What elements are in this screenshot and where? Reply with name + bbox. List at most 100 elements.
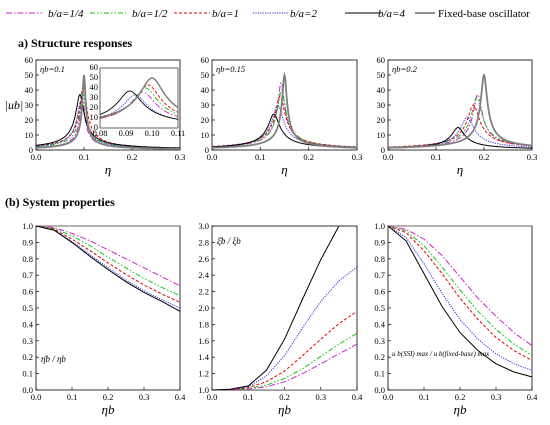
y-axis-label: |ub| xyxy=(5,98,24,112)
panel-a1: 0.0 0.1 0.2 0.30102030405060ηb=0.1η|ub|0.08… xyxy=(5,55,186,177)
x-tick-label: 0.2 xyxy=(455,392,466,402)
y-tick-label: 0.6 xyxy=(22,287,33,297)
x-tick-label: 0.2 xyxy=(279,392,290,402)
y-tick-label: 0 xyxy=(205,145,209,155)
y-tick-label: 0.4 xyxy=(22,319,33,329)
x-tick-label: 0.2 xyxy=(103,392,114,402)
inset-series-line-4 xyxy=(100,90,178,120)
legend-label-1: b/a=1/2 xyxy=(132,8,168,20)
series-line-2 xyxy=(388,225,532,361)
series-line-1 xyxy=(388,96,532,148)
plot-frame xyxy=(387,225,533,391)
x-tick-label: 0.2 xyxy=(127,152,138,162)
y-tick-label: 20 xyxy=(377,115,386,125)
y-tick-label: 2.0 xyxy=(198,303,209,313)
y-tick-label: 0.4 xyxy=(374,319,385,329)
y-tick-label: 0.5 xyxy=(22,303,33,313)
x-tick-label: 0.1 xyxy=(255,152,266,162)
series-line-3 xyxy=(36,225,180,309)
y-tick-label: 2.8 xyxy=(198,237,209,247)
inset-series-line-1 xyxy=(100,87,178,119)
y-axis-label: η̄b / ηb xyxy=(41,354,66,364)
x-axis-label: ηb xyxy=(102,402,115,417)
x-tick-label: 0.1 xyxy=(419,392,430,402)
y-tick-label: 50 xyxy=(377,70,386,80)
series-line-2 xyxy=(36,225,180,303)
panel-b2: 0.0 0.1 0.2 0.3 0.4 1.0 1.2 1.4 1.6 1.8 2.0 2.2 2.4 2… xyxy=(198,221,363,417)
series-line-4 xyxy=(212,113,357,149)
y-tick-label: 1.4 xyxy=(198,352,209,362)
section-a-title: a) Structure responses xyxy=(18,36,133,50)
y-tick-label: 3.0 xyxy=(198,221,209,231)
y-tick-label: 0.9 xyxy=(22,237,33,247)
inset-curves xyxy=(100,77,178,120)
legend-label-5: Fixed-base oscillator xyxy=(438,8,530,20)
y-tick-label: 50 xyxy=(201,70,210,80)
y-tick-label: 30 xyxy=(201,100,210,110)
series-line-4 xyxy=(212,225,340,390)
y-tick-label: 30 xyxy=(25,100,34,110)
y-tick-label: 40 xyxy=(201,85,210,95)
series-line-5 xyxy=(388,72,532,149)
y-tick-label: 60 xyxy=(377,55,386,65)
y-tick-label: 1.0 xyxy=(22,221,33,231)
y-axis-label: u b(SSI) max / u b(fixed-base) max xyxy=(392,350,490,358)
y-tick-label: 20 xyxy=(201,115,210,125)
y-tick-label: 0.8 xyxy=(374,254,385,264)
x-tick-label: 0.1 xyxy=(243,392,254,402)
panel-annotation: ηb=0.1 xyxy=(40,64,65,74)
x-axis-label: η xyxy=(105,162,111,177)
panel-annotation: ηb=0.2 xyxy=(392,64,418,74)
y-tick-label: 10 xyxy=(25,130,34,140)
y-tick-label: 60 xyxy=(25,55,34,65)
y-tick-label: 10 xyxy=(201,130,210,140)
inset-frame xyxy=(99,67,179,129)
series-line-2 xyxy=(212,310,357,390)
plot-frame xyxy=(211,225,358,391)
curves xyxy=(36,74,180,150)
panel-annotation: ηb=0.15 xyxy=(216,64,245,74)
y-tick-label: 0 xyxy=(381,145,385,155)
x-tick-label: 0.0 xyxy=(31,392,42,402)
x-tick-label: 0.3 xyxy=(175,152,186,162)
panel-b3: 0.0 0.1 0.2 0.3 0.4 0.0 0.1 0.2 0.3 0.4 0.5 0.6 0.7 0… xyxy=(374,221,538,417)
curves xyxy=(36,225,180,312)
panel-a3: 0.0 0.1 0.2 0.3 0 10 20 30 40 50 60 ηb=0.2 η xyxy=(377,55,538,177)
x-tick-label: 0.2 xyxy=(479,152,490,162)
y-tick-label: 10 xyxy=(377,130,386,140)
y-tick-label: 2.2 xyxy=(198,287,209,297)
y-tick-label: 60 xyxy=(201,55,210,65)
inset-y-tick-label: 40 xyxy=(90,82,99,92)
series-line-1 xyxy=(212,89,357,148)
legend: b/a=1/4 b/a=1/2 b/a=1 b/a=2 b/a=4 Fixed-base … xyxy=(6,8,530,20)
inset-y-tick-label: 50 xyxy=(90,72,99,82)
y-axis-label: ξ̄b / ξb xyxy=(217,236,241,246)
x-tick-label: 0.4 xyxy=(352,392,363,402)
series-line-3 xyxy=(388,225,532,371)
y-tick-label: 0 xyxy=(29,145,33,155)
y-tick-label: 40 xyxy=(377,85,386,95)
x-tick-label: 0.1 xyxy=(431,152,442,162)
y-tick-label: 0.7 xyxy=(22,270,33,280)
x-tick-label: 0.3 xyxy=(315,392,326,402)
curves xyxy=(212,225,357,390)
x-axis-label: ηb xyxy=(278,402,291,417)
y-tick-label: 0.2 xyxy=(22,352,33,362)
series-line-1 xyxy=(36,225,180,297)
x-tick-label: 0.0 xyxy=(207,392,218,402)
y-tick-label: 0.3 xyxy=(374,336,385,346)
y-tick-label: 0.8 xyxy=(22,254,33,264)
panel-b1: 0.0 0.1 0.2 0.3 0.4 0.0 0.1 0.2 0.3 0.4 0.5 0.6 0.7 0… xyxy=(22,221,186,417)
inset-x-tick-label: 0.09 xyxy=(119,128,134,138)
panels: 0.0 0.1 0.2 0.30102030405060ηb=0.1η|ub|0.08… xyxy=(5,55,538,417)
legend-label-4: b/a=4 xyxy=(378,8,405,20)
series-line-1 xyxy=(388,225,532,357)
x-axis-label: ηb xyxy=(454,402,467,417)
y-tick-label: 40 xyxy=(25,85,34,95)
x-axis-label: η xyxy=(457,162,463,177)
y-tick-label: 20 xyxy=(25,115,34,125)
x-tick-label: 0.0 xyxy=(207,152,218,162)
y-tick-label: 0.7 xyxy=(374,270,385,280)
x-tick-label: 0.2 xyxy=(303,152,314,162)
